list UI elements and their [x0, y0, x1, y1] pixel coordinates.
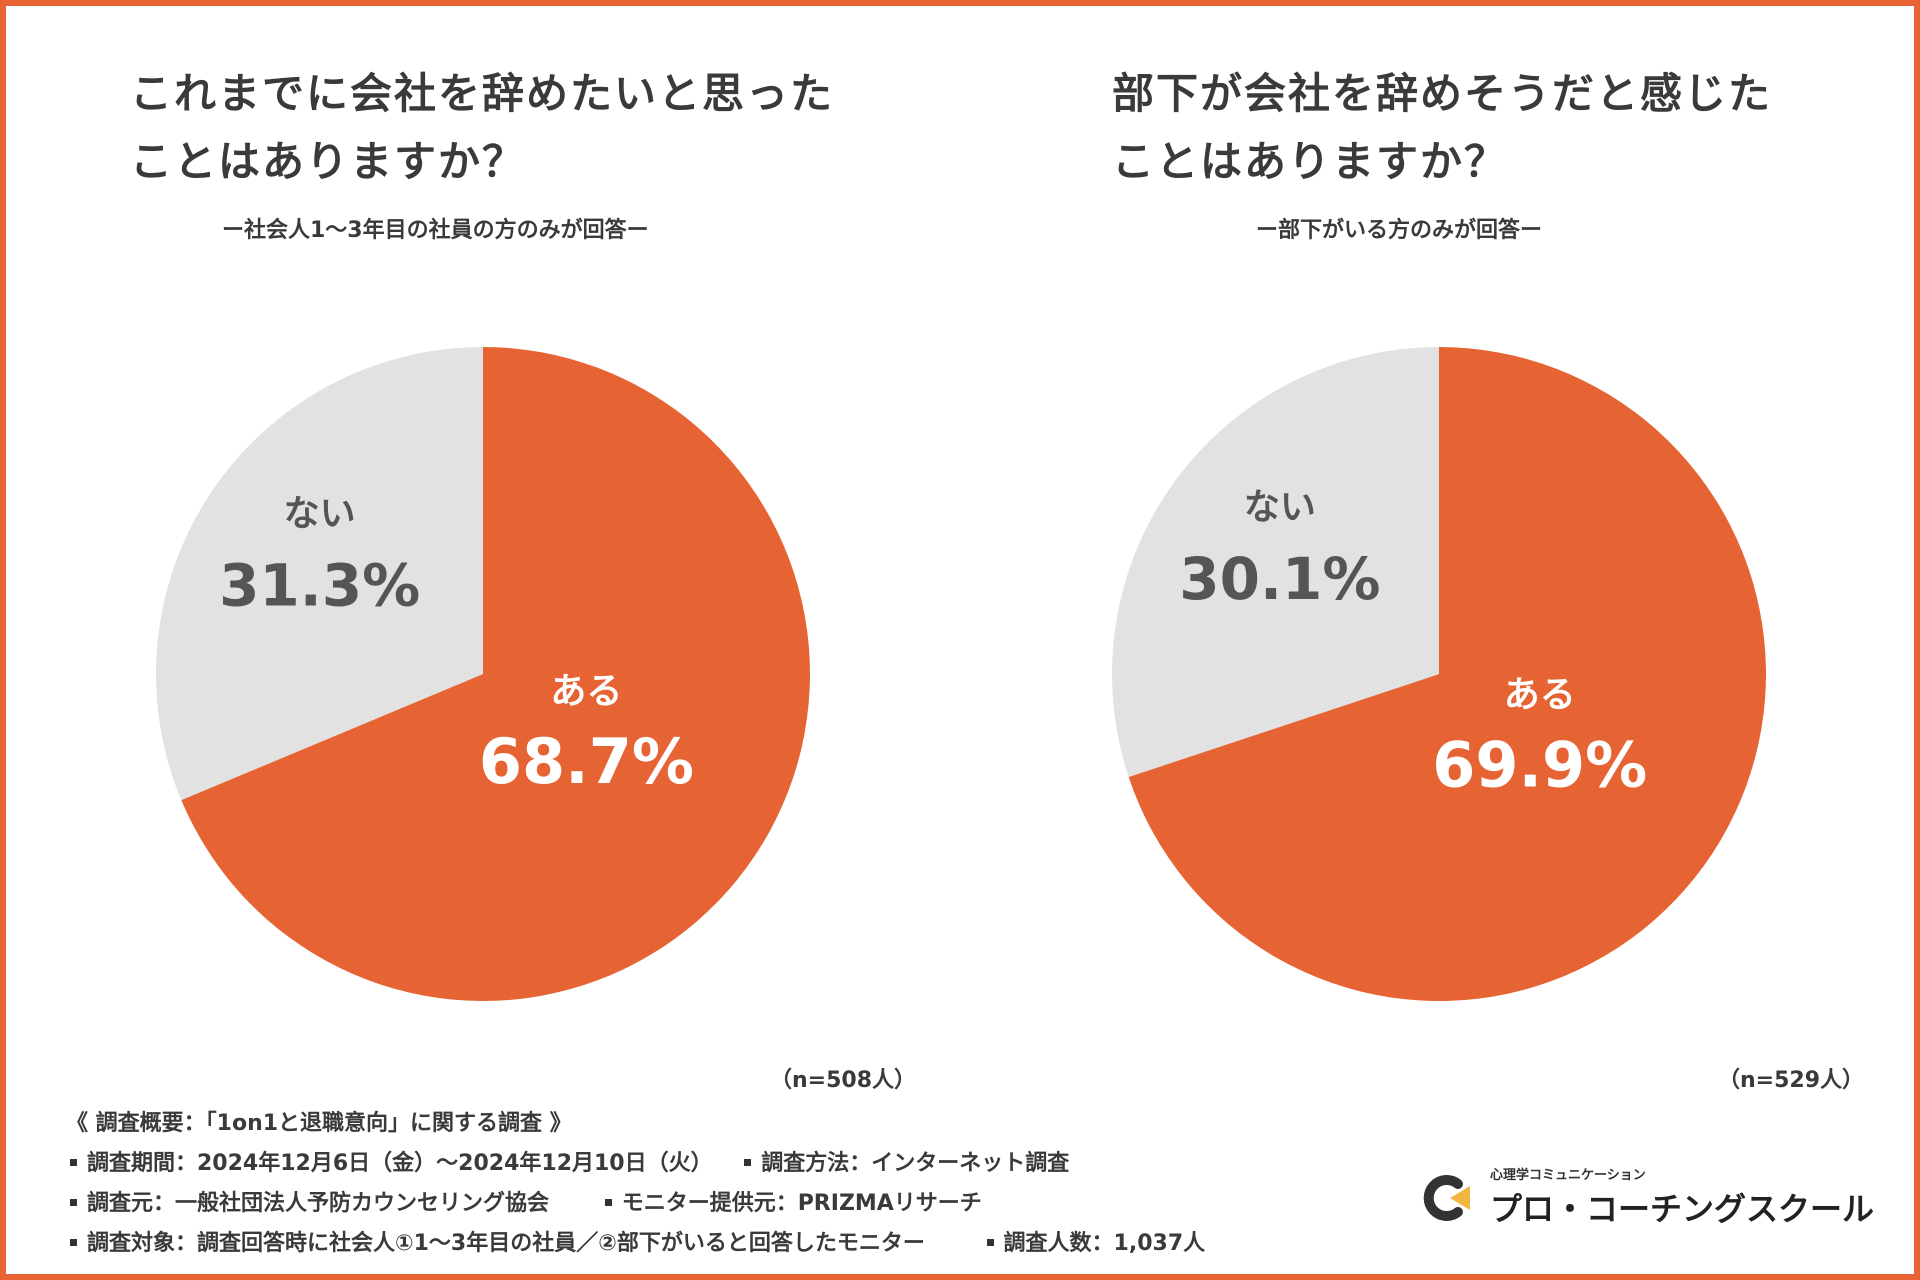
logo-mark-icon — [1423, 1175, 1470, 1221]
chart-2-sample-size: （n=529人） — [1718, 1068, 1865, 1093]
chart-2-title: 部下が会社を辞めそうだと感じた ことはありますか？ — [1112, 60, 1772, 196]
survey-overview: 《 調査概要：「1on1と退職意向」に関する調査 》 調査期間：2024年12月… — [66, 1104, 1205, 1264]
chart-1-title-line-2: ことはありますか？ — [130, 137, 527, 186]
survey-heading: 《 調査概要：「1on1と退職意向」に関する調査 》 — [66, 1111, 572, 1136]
school-logo: 心理学コミュニケーション プロ・コーチングスクール — [1418, 1164, 1874, 1228]
chart-2-title-line-2: ことはありますか？ — [1112, 137, 1509, 186]
bullet-icon — [986, 1238, 994, 1246]
chart-1-title-line-1: これまでに会社を辞めたいと思った — [130, 69, 835, 118]
survey-row-1: 調査期間：2024年12月6日（金）～2024年12月10日（火） 調査方法：イ… — [66, 1144, 1205, 1184]
bullet-icon — [70, 1238, 77, 1246]
survey-row-3: 調査対象：調査回答時に社会人①1～3年目の社員／②部下がいると回答したモニター … — [66, 1224, 1205, 1264]
bullet-icon — [70, 1158, 77, 1166]
survey-method: 調査方法：インターネット調査 — [761, 1151, 1070, 1176]
survey-target: 調査対象：調査回答時に社会人①1～3年目の社員／②部下がいると回答したモニター — [87, 1231, 925, 1256]
bullet-icon — [70, 1198, 77, 1206]
chart-1-sample-size: （n=508人） — [770, 1068, 917, 1093]
bullet-icon — [744, 1158, 752, 1166]
logo-name: プロ・コーチングスクール — [1490, 1190, 1875, 1228]
chart-1-subtitle: ー社会人1～3年目の社員の方のみが回答ー — [222, 218, 649, 243]
survey-count: 調査人数：1,037人 — [1003, 1231, 1206, 1256]
survey-row-2: 調査元：一般社団法人予防カウンセリング協会 モニター提供元：PRIZMAリサーチ — [66, 1184, 1205, 1224]
survey-source: 調査元：一般社団法人予防カウンセリング協会 — [87, 1191, 550, 1216]
survey-period: 調査期間：2024年12月6日（金）～2024年12月10日（火） — [87, 1151, 713, 1176]
survey-monitor: モニター提供元：PRIZMAリサーチ — [621, 1191, 982, 1216]
chart-1-title: これまでに会社を辞めたいと思った ことはありますか？ — [130, 60, 834, 196]
bullet-icon — [604, 1198, 612, 1206]
logo-tagline: 心理学コミュニケーション — [1490, 1168, 1646, 1183]
chart-2-subtitle: ー部下がいる方のみが回答ー — [1256, 218, 1543, 243]
chart-2-title-line-1: 部下が会社を辞めそうだと感じた — [1112, 69, 1773, 118]
